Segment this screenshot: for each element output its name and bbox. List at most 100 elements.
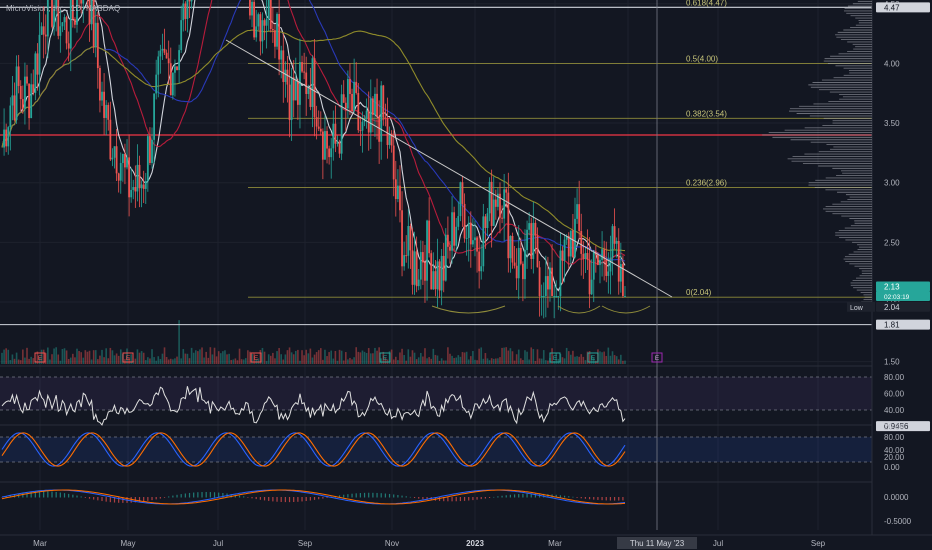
volume-bar (353, 357, 355, 364)
macd-hist-bar (376, 492, 378, 498)
candle-body (17, 66, 20, 86)
candle-body (101, 91, 103, 101)
macd-hist-bar (593, 497, 595, 500)
volume-bar (499, 357, 501, 364)
candle-body (619, 264, 622, 282)
volume-bar (522, 359, 524, 364)
stoch-k-line (1, 432, 626, 467)
volume-bar (99, 355, 101, 364)
pattern-arc (601, 305, 651, 314)
macd-hist-bar (293, 497, 295, 503)
volume-bar (622, 360, 624, 364)
candle-body (344, 102, 347, 109)
macd-hist-bar (284, 497, 286, 503)
volume-bar (551, 348, 553, 364)
macd-hist-bar (5, 496, 7, 498)
macd-hist-bar (513, 494, 516, 498)
candle-body (46, 0, 49, 37)
macd-hist-bar (622, 497, 624, 501)
macd-hist-bar (501, 495, 503, 498)
volume-bar (217, 351, 220, 364)
candle-body (488, 181, 491, 214)
candle-body (292, 77, 295, 101)
macd-hist-bar (580, 497, 582, 499)
volume-bar (190, 347, 193, 364)
volume-bar (511, 351, 514, 364)
volume-bar (319, 348, 322, 364)
macd-hist-bar (543, 493, 545, 498)
macd-hist-bar (213, 492, 216, 498)
price-tag-text: 1.81 (884, 321, 900, 330)
volume-bar (53, 348, 55, 364)
stoch-tick-label: 80.00 (884, 433, 905, 442)
volume-bar (128, 357, 130, 364)
volume-bar (134, 358, 137, 364)
candle-body (551, 267, 553, 297)
price-scale[interactable]: USD6.005.505.004.504.003.503.002.502.001… (762, 0, 932, 550)
earnings-marker (250, 352, 262, 363)
volume-bar (257, 358, 260, 364)
candle-body (288, 84, 291, 121)
candle-body (153, 93, 156, 140)
earnings-label: E (553, 355, 558, 362)
volume-bar (465, 351, 468, 364)
volume-bar (63, 348, 66, 364)
volume-bar (586, 351, 589, 364)
volume-bar (532, 349, 535, 364)
candle-body (563, 239, 566, 261)
candle-body (330, 148, 333, 158)
volume-bar (174, 358, 176, 364)
volume-bar (90, 359, 93, 364)
candles-layer[interactable] (3, 0, 626, 319)
price-tag (876, 281, 930, 292)
volume-bar (284, 354, 287, 364)
volume-bar (472, 350, 474, 364)
rsi-tick-label: 20.00 (884, 423, 905, 432)
volume-bar (172, 359, 174, 364)
candle-body (590, 279, 593, 295)
volume-bar (267, 354, 270, 364)
candle-body (188, 0, 191, 2)
volume-bar (280, 354, 283, 364)
candle-body (574, 218, 576, 258)
volume-bar (205, 351, 207, 364)
candle-body (494, 199, 497, 207)
macd-hist-bar (88, 497, 91, 499)
price-scale-bg (872, 0, 932, 550)
candle-body (522, 263, 524, 280)
volume-bar (534, 360, 537, 364)
candle-body (171, 72, 174, 96)
volume-bar (251, 354, 253, 364)
macd-hist-bar (159, 497, 161, 499)
candle-body (540, 296, 543, 298)
macd-hist-bar (197, 492, 199, 498)
candle-body (380, 85, 383, 142)
candle-body (455, 226, 458, 246)
candle-body (255, 26, 258, 38)
volume-bar (230, 359, 232, 364)
macd-hist-bar (184, 493, 186, 498)
volume-bar (130, 354, 132, 364)
volume-bar (403, 355, 405, 364)
candle-body (36, 53, 39, 75)
volume-bar (9, 360, 12, 364)
volume-bar (136, 349, 139, 364)
price-tag-text: 2.04 (884, 303, 900, 312)
candle-body (263, 20, 266, 26)
rsi-band (0, 377, 872, 410)
candle-body (190, 0, 193, 2)
candle-body (446, 234, 449, 247)
time-tick-label: May (120, 539, 135, 548)
earnings-marker (34, 352, 46, 363)
candle-body (126, 157, 128, 168)
time-axis[interactable]: MarMayJulSepNov2023MarMayJulSepThu 11 Ma… (0, 534, 932, 550)
volume-bar (30, 356, 32, 364)
volume-bar (470, 356, 472, 364)
volume-bar (199, 349, 201, 364)
macd-hist-bar (55, 491, 57, 498)
volume-bar (22, 349, 24, 364)
candle-body (351, 93, 353, 111)
candle-body (113, 146, 116, 158)
